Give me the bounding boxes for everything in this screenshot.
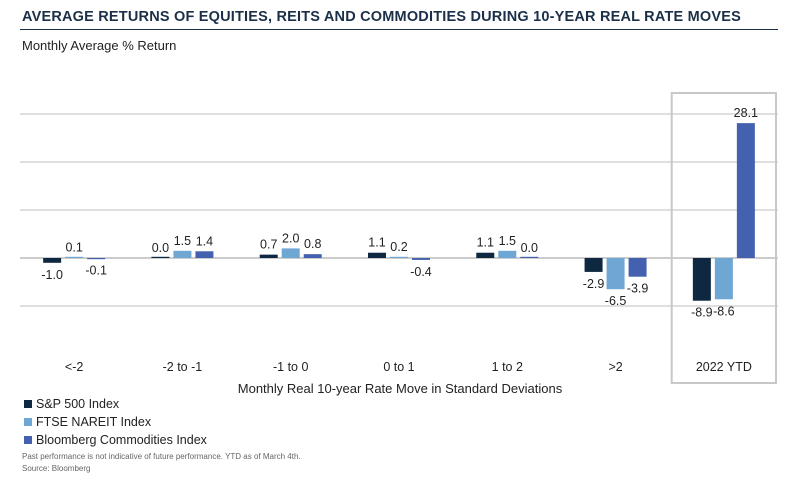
x-tick-label: -2 to -1: [163, 360, 203, 374]
data-label: 0.0: [152, 241, 169, 255]
source-text: Source: Bloomberg: [22, 464, 91, 473]
footnote: Past performance is not indicative of fu…: [22, 451, 301, 475]
x-tick-label: >2: [608, 360, 622, 374]
data-label: -1.0: [41, 268, 63, 282]
bar-3-1: [259, 254, 278, 258]
bar-7-1: [692, 258, 711, 301]
x-tick-label: -1 to 0: [273, 360, 308, 374]
legend-label-commodities: Bloomberg Commodities Index: [36, 433, 207, 447]
x-tick-label: 2022 YTD: [696, 360, 752, 374]
data-label: -2.9: [583, 277, 605, 291]
data-label: 0.8: [304, 237, 321, 251]
x-tick-label: 1 to 2: [492, 360, 523, 374]
data-label: 1.4: [196, 234, 213, 248]
legend-swatch-reit: [24, 418, 32, 426]
bar-7-2: [714, 258, 733, 300]
bar-6-2: [606, 258, 625, 290]
bar-5-3: [520, 256, 539, 258]
bar-1-1: [43, 258, 62, 263]
bar-5-2: [498, 250, 517, 258]
x-tick-label: <-2: [65, 360, 83, 374]
bar-3-3: [303, 254, 322, 258]
data-label: 0.7: [260, 238, 277, 252]
data-label: -8.6: [713, 304, 735, 318]
disclaimer-text: Past performance is not indicative of fu…: [22, 452, 301, 461]
bar-1-3: [87, 258, 106, 260]
data-label: 0.2: [390, 240, 407, 254]
bar-2-2: [173, 250, 192, 258]
data-label: 1.5: [499, 234, 516, 248]
y-axis-label: Monthly Average % Return: [22, 38, 177, 53]
bar-1-2: [65, 256, 84, 258]
legend-item-reit: FTSE NAREIT Index: [24, 413, 207, 431]
bar-6-3: [628, 258, 647, 277]
bar-7-3: [736, 123, 755, 259]
legend-swatch-sp500: [24, 400, 32, 408]
bar-2-1: [151, 256, 170, 258]
bar-3-2: [281, 248, 300, 258]
data-label: 1.1: [368, 236, 385, 250]
x-tick-label: 0 to 1: [383, 360, 414, 374]
bar-5-1: [476, 252, 495, 258]
legend-swatch-commodities: [24, 436, 32, 444]
legend-label-sp500: S&P 500 Index: [36, 397, 120, 411]
data-label: -3.9: [627, 282, 649, 296]
data-label: -0.1: [85, 263, 107, 277]
legend-item-sp500: S&P 500 Index: [24, 395, 207, 413]
data-label: 2.0: [282, 231, 299, 245]
bar-4-3: [412, 258, 430, 260]
data-label: -6.5: [605, 294, 627, 308]
data-label: 0.0: [521, 241, 538, 255]
bar-4-1: [368, 252, 386, 258]
x-axis-label: Monthly Real 10-year Rate Move in Standa…: [238, 381, 563, 396]
data-label: 0.1: [65, 241, 82, 255]
data-label: -8.9: [691, 306, 713, 320]
data-label: 1.5: [174, 234, 191, 248]
legend-item-commodities: Bloomberg Commodities Index: [24, 431, 207, 449]
legend: S&P 500 Index FTSE NAREIT Index Bloomber…: [24, 395, 207, 449]
data-label: 28.1: [734, 106, 758, 120]
bar-6-1: [584, 258, 603, 272]
data-label: 1.1: [477, 236, 494, 250]
data-label: -0.4: [410, 265, 432, 279]
legend-label-reit: FTSE NAREIT Index: [36, 415, 152, 429]
bar-2-3: [195, 251, 214, 258]
chart-title: AVERAGE RETURNS OF EQUITIES, REITS AND C…: [22, 9, 741, 25]
title-divider: [20, 29, 778, 30]
highlight-box: [670, 92, 778, 384]
bar-4-2: [390, 256, 408, 258]
